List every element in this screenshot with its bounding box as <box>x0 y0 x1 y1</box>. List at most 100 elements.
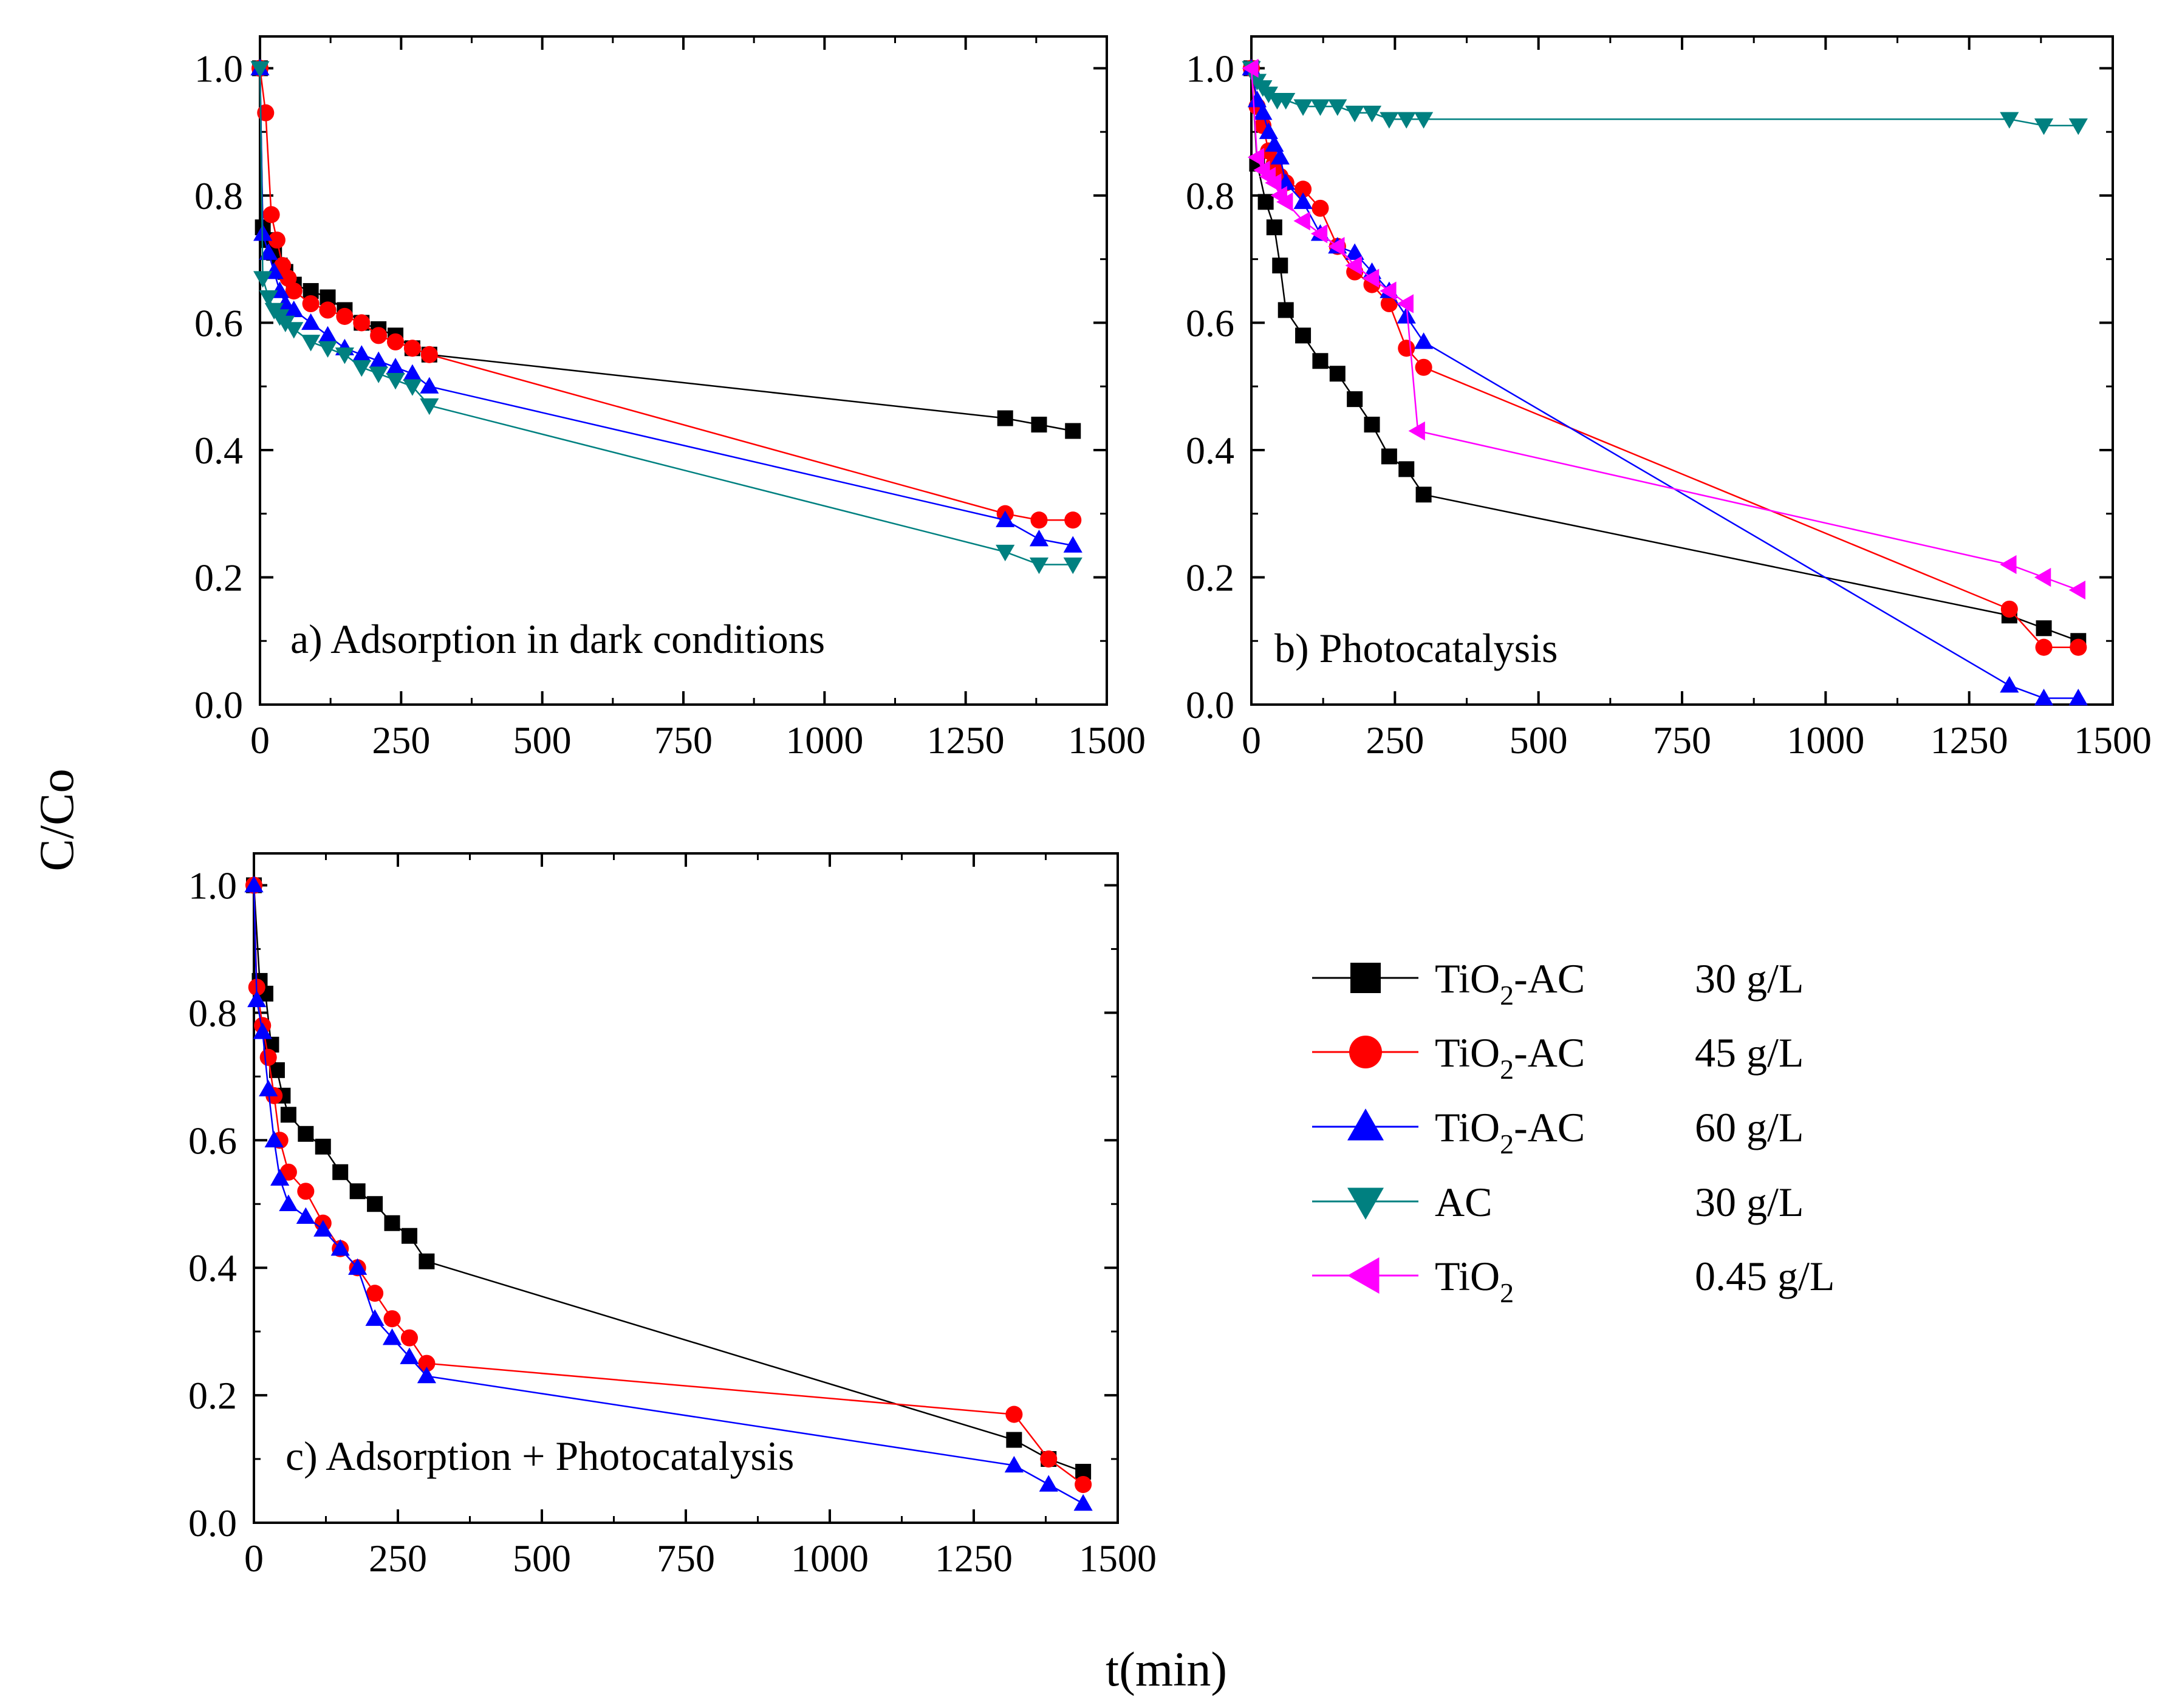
data-point-s60 <box>1247 91 1267 108</box>
data-point-s60 <box>1004 1455 1024 1473</box>
data-point-s30 <box>332 1164 349 1180</box>
legend-item: TiO2-AC 30 g/L <box>1312 955 1804 1011</box>
data-point-s30 <box>1266 219 1282 236</box>
data-point-ac <box>1029 557 1049 575</box>
x-tick-label: 1000 <box>791 1537 869 1580</box>
data-point-s30 <box>1006 1432 1022 1448</box>
data-point-s30 <box>367 1196 383 1212</box>
data-point-s30 <box>280 1107 296 1123</box>
data-point-tio2 <box>2034 567 2051 587</box>
data-point-s45 <box>257 104 275 121</box>
data-point-s45 <box>336 307 354 325</box>
data-point-s60 <box>1073 1494 1093 1511</box>
data-point-tio2 <box>1328 237 1345 256</box>
x-tick-label: 0 <box>1242 719 1261 762</box>
series-ac <box>250 61 1082 575</box>
data-point-s45 <box>1294 180 1312 198</box>
data-point-s45 <box>1005 1406 1023 1423</box>
data-point-ac <box>1310 99 1330 116</box>
legend-dose: 60 g/L <box>1695 1104 1804 1150</box>
x-tick-label: 250 <box>372 719 430 762</box>
panel-title: a) Adsorption in dark conditions <box>290 616 825 662</box>
x-tick-label: 500 <box>513 719 572 762</box>
data-point-s45 <box>319 301 337 319</box>
data-point-s45 <box>259 1048 277 1066</box>
data-point-tio2 <box>1265 173 1282 193</box>
data-point-ac <box>1063 557 1082 575</box>
panel-a: 0 250 500 750 1000 1250 1500 0.0 0.2 0.4 0.6 0.8 1.0… <box>194 35 1146 762</box>
data-point-ac <box>1293 99 1313 116</box>
panel-title: c) Adsorption + Photocatalysis <box>286 1433 794 1479</box>
data-point-ac <box>276 315 295 333</box>
data-point-s60 <box>417 1367 436 1384</box>
data-point-s60 <box>1253 103 1273 120</box>
data-point-s30 <box>1065 423 1081 439</box>
data-point-s60 <box>2034 688 2054 706</box>
data-point-s60 <box>420 377 439 394</box>
data-point-tio2 <box>2000 555 2017 575</box>
legend-label: TiO2-AC <box>1435 1030 1585 1085</box>
data-point-s60 <box>244 875 264 893</box>
data-point-ac <box>386 373 405 390</box>
x-tick-label: 500 <box>513 1537 571 1580</box>
x-tick-label: 1250 <box>935 1537 1013 1580</box>
legend-label: TiO2-AC <box>1435 955 1585 1011</box>
data-point-tio2 <box>1397 294 1414 313</box>
data-point-ac <box>369 366 388 383</box>
data-point-s45 <box>383 1310 401 1328</box>
legend-dose: 30 g/L <box>1695 955 1804 1002</box>
legend-marker-tio2 <box>1347 1257 1380 1294</box>
data-point-s45 <box>302 295 320 313</box>
data-point-s30 <box>1398 461 1415 477</box>
y-tick-label: 0.2 <box>194 556 243 599</box>
x-tick-label: 1250 <box>927 719 1005 762</box>
y-tick-label: 0.2 <box>1186 556 1234 599</box>
x-tick-label: 1000 <box>785 719 863 762</box>
x-tick-label: 250 <box>369 1537 427 1580</box>
x-axis-label: t(min) <box>1106 1643 1227 1696</box>
legend-marker-s45 <box>1349 1036 1382 1068</box>
data-point-tio2 <box>1380 281 1397 301</box>
y-tick-label: 0.6 <box>1186 301 1234 344</box>
data-point-s60 <box>2068 688 2088 706</box>
data-point-s45 <box>1030 511 1048 529</box>
data-point-ac <box>2068 118 2088 135</box>
legend-marker-s60 <box>1347 1108 1384 1141</box>
y-tick-label: 0.4 <box>188 1246 237 1290</box>
x-tick-label: 1500 <box>1079 1537 1157 1580</box>
legend-dose: 45 g/L <box>1695 1030 1804 1076</box>
data-point-s60 <box>1259 122 1278 139</box>
y-tick-label: 0.4 <box>1186 429 1234 472</box>
y-tick-label: 1.0 <box>188 864 237 907</box>
x-tick-label: 750 <box>657 1537 715 1580</box>
legend-marker-ac <box>1347 1187 1384 1220</box>
data-point-s60 <box>382 1328 402 1345</box>
data-point-s45 <box>297 1183 315 1200</box>
x-tick-label: 1000 <box>1787 719 1864 762</box>
legend-item: TiO2-AC 45 g/L <box>1312 1030 1804 1085</box>
y-tick-label: 0.0 <box>188 1501 237 1545</box>
data-point-s60 <box>1063 536 1082 553</box>
data-point-s30 <box>1415 487 1432 503</box>
data-point-s45 <box>279 270 297 287</box>
data-point-ac <box>1328 99 1347 116</box>
data-point-s60 <box>247 990 267 1008</box>
y-tick-label: 0.8 <box>194 174 243 217</box>
data-point-s60 <box>259 1079 278 1097</box>
data-point-s45 <box>366 1285 384 1302</box>
data-point-ac <box>1259 86 1278 103</box>
data-point-s60 <box>318 326 338 343</box>
data-point-s45 <box>1415 358 1432 376</box>
data-point-ac <box>2034 118 2054 135</box>
data-point-ac <box>403 379 422 396</box>
series-s60 <box>244 875 1093 1511</box>
data-point-s30 <box>1295 327 1312 344</box>
data-point-s60 <box>1039 1475 1058 1492</box>
data-point-s30 <box>1272 258 1288 274</box>
data-point-s60 <box>348 1258 368 1275</box>
data-point-ac <box>284 322 304 339</box>
data-point-s45 <box>1312 199 1329 217</box>
data-point-s30 <box>1257 194 1274 210</box>
data-point-ac <box>2000 112 2019 129</box>
